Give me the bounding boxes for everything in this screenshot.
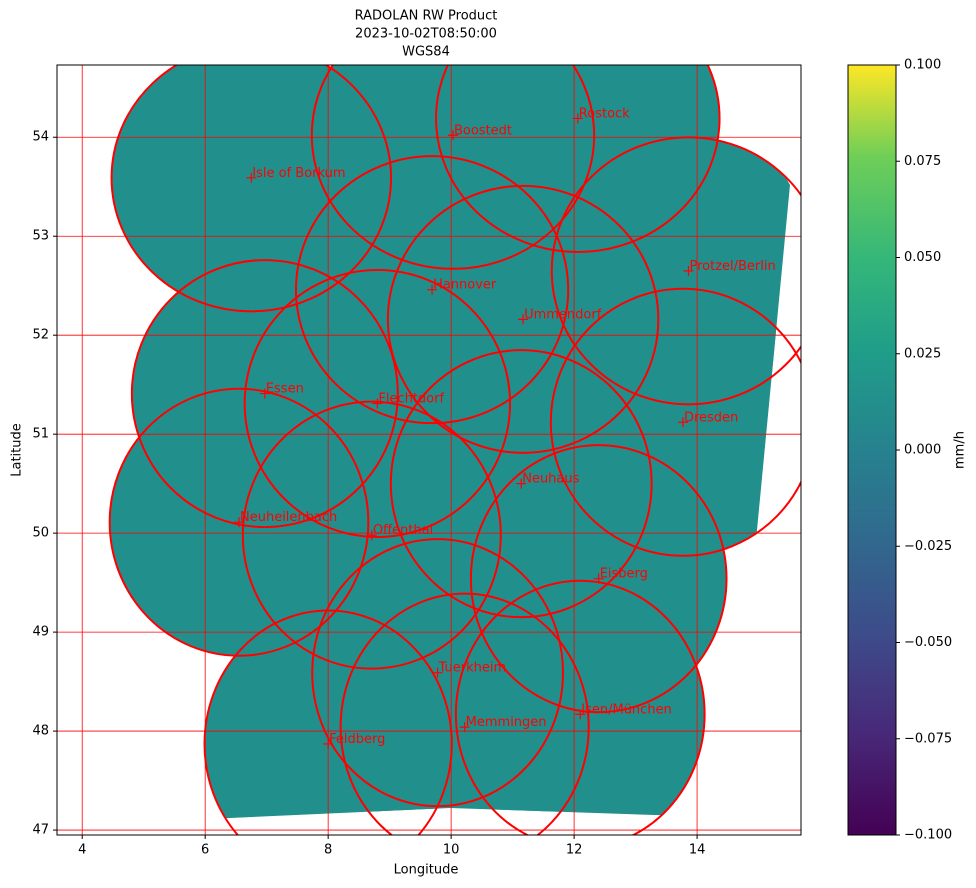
radar-ring <box>454 579 706 835</box>
station-label: Offenthal <box>373 523 433 538</box>
colorbar-tick-label: −0.075 <box>904 731 952 746</box>
title: WGS84 <box>402 45 450 60</box>
station-marker <box>593 573 604 584</box>
station-marker <box>323 738 334 749</box>
station-label: Isen/München <box>581 702 672 717</box>
radar-ring <box>203 609 453 835</box>
colorbar <box>847 64 897 836</box>
station-marker <box>427 284 438 295</box>
x-tick-label: 14 <box>689 843 706 858</box>
y-axis-label: Latitude <box>10 423 25 477</box>
y-tick-label: 48 <box>32 724 49 739</box>
station-label: Tuerkheim <box>438 661 507 676</box>
station-label: Isle of Borkum <box>252 166 345 181</box>
radar-ring <box>108 387 370 657</box>
station-label: Neuheilenbach <box>240 510 337 525</box>
station-label: Memmingen <box>466 715 547 730</box>
radar-ring <box>110 65 392 313</box>
radar-ring <box>243 268 512 538</box>
station-label: Feldberg <box>329 732 385 747</box>
station-label: Ummendorf <box>524 307 602 322</box>
colorbar-label: mm/h <box>953 431 968 469</box>
station-marker <box>366 530 377 541</box>
station-label: Flechtdorf <box>378 391 444 406</box>
y-tick-label: 53 <box>32 229 49 244</box>
station-marker <box>459 722 470 733</box>
plot-frame <box>56 64 802 836</box>
radar-ring <box>389 349 653 619</box>
station-label: Rostock <box>579 106 630 121</box>
station-label: Hannover <box>433 278 497 293</box>
title: RADOLAN RW Product <box>355 9 498 24</box>
x-tick-label: 12 <box>566 843 583 858</box>
colorbar-tick-label: −0.025 <box>904 539 952 554</box>
radar-ring <box>386 184 660 454</box>
colorbar-tick-label: 0.050 <box>904 250 941 265</box>
x-tick-label: 4 <box>78 843 86 858</box>
y-tick-label: 49 <box>32 625 49 640</box>
radar-ring <box>310 65 596 270</box>
radar-ring <box>294 155 570 425</box>
station-marker <box>518 314 529 325</box>
title: 2023-10-02T08:50:00 <box>355 27 497 42</box>
station-marker <box>432 667 443 678</box>
colorbar-tick-label: 0.100 <box>904 58 941 73</box>
radar-ring <box>241 400 502 670</box>
x-tick-label: 8 <box>324 843 332 858</box>
station-marker <box>246 172 257 183</box>
colorbar-tick-label: 0.000 <box>904 443 941 458</box>
colorbar-tick-label: −0.050 <box>904 635 952 650</box>
radar-ring <box>549 287 801 557</box>
colorbar-tick-label: 0.025 <box>904 346 941 361</box>
station-marker <box>372 398 383 409</box>
station-label: Eisberg <box>600 567 648 582</box>
radar-ring <box>550 136 801 406</box>
station-label: Protzel/Berlin <box>689 259 775 274</box>
station-marker <box>447 130 458 141</box>
x-axis-label: Longitude <box>394 863 459 878</box>
station-marker <box>575 709 586 720</box>
radar-ring <box>130 259 399 529</box>
station-marker <box>572 113 583 124</box>
station-label: Boostedt <box>454 123 512 138</box>
y-tick-label: 50 <box>32 526 49 541</box>
y-tick-label: 54 <box>32 130 49 145</box>
station-marker <box>677 417 688 428</box>
station-marker <box>234 517 245 528</box>
x-tick-label: 6 <box>201 843 209 858</box>
radar-ring <box>339 592 590 835</box>
radar-ring <box>435 65 721 253</box>
station-marker <box>516 478 527 489</box>
y-tick-label: 47 <box>32 823 49 838</box>
y-tick-label: 51 <box>32 427 49 442</box>
station-marker <box>259 388 270 399</box>
colorbar-tick-label: 0.075 <box>904 154 941 169</box>
station-label: Neuhaus <box>522 472 579 487</box>
station-label: Dresden <box>684 410 738 425</box>
station-marker <box>683 265 694 276</box>
y-tick-label: 52 <box>32 328 49 343</box>
station-label: Essen <box>266 382 304 397</box>
radar-ring <box>469 444 728 714</box>
x-tick-label: 10 <box>443 843 460 858</box>
colorbar-tick-label: −0.100 <box>904 828 952 843</box>
